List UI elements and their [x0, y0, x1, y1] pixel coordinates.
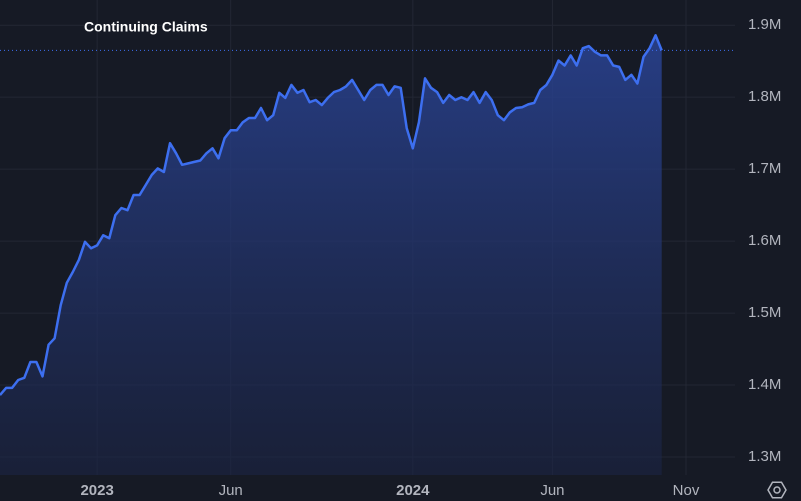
y-tick-label: 1.7M [748, 160, 781, 177]
line [0, 34, 663, 396]
y-tick-label: 1.9M [748, 16, 781, 33]
y-tick-label: 1.3M [748, 448, 781, 465]
x-tick-label: Jun [219, 482, 243, 499]
y-tick-label: 1.8M [748, 88, 781, 105]
x-tick-label: 2024 [396, 482, 430, 499]
settings-hex[interactable] [767, 481, 787, 499]
settings-dot[interactable] [773, 486, 781, 494]
y-tick-label: 1.4M [748, 376, 781, 393]
x-tick-label: Nov [673, 482, 700, 499]
x-tick-label: Jun [540, 482, 564, 499]
plot: 1.3M 1.4M 1.5M 1.6M 1.7M 1.8M 1.9M 2023 Jun 2024 J… [0, 0, 781, 499]
area-fill [0, 35, 662, 476]
y-tick-label: 1.5M [748, 304, 781, 321]
chart-title: Continuing Claims [84, 19, 208, 35]
y-tick-label: 1.6M [748, 232, 781, 249]
settings-icon[interactable] [767, 481, 787, 499]
x-tick-label: 2023 [80, 482, 113, 499]
